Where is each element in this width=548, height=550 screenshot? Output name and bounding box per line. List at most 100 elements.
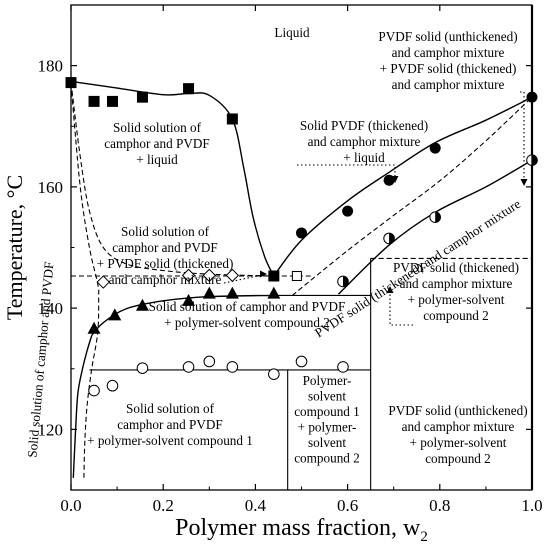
marker-diamond-open-3 (225, 268, 240, 283)
marker-circle-half-0-fill (342, 276, 349, 287)
x-tick-label-1: 0.2 (153, 496, 174, 515)
marker-circle-open-2 (136, 362, 149, 374)
region-label-3-line-2: + liquid (343, 150, 385, 165)
region-label-6-line-3: compound 2 (423, 308, 489, 323)
region-label-8-line-0: Solid solution of camphor and PVDF (149, 299, 346, 314)
x-tick-label-0: 0.0 (60, 496, 81, 515)
region-label-1-line-0: PVDF solid (unthickened) (378, 29, 517, 44)
y-tick-label-0: 120 (38, 420, 64, 439)
region-label-8: Solid solution of camphor and PVDF + poly… (149, 299, 346, 330)
marker-square-open-0 (291, 270, 302, 281)
y-tick-label-3: 180 (38, 57, 64, 76)
marker-square-filled-4 (183, 83, 195, 95)
region-label-10-line-1: solvent (308, 389, 346, 404)
region-label-10: Polymer-solvent compound 1 + polymer-solve… (294, 373, 360, 466)
curve-liquidus-right (273, 96, 533, 277)
region-label-6-line-2: + polymer-solvent (408, 292, 505, 307)
curve-solidus-triangles (91, 294, 274, 336)
axes-layer: 0.0 0.2 0.4 0.6 0.8 1.0 120 140 160 180 (38, 4, 543, 515)
arrow-compound2-region (389, 293, 413, 326)
y-tick-label-1: 140 (38, 299, 64, 318)
marker-circle-filled-1 (342, 205, 354, 217)
marker-square-filled-3 (136, 91, 148, 103)
arrows-layer (223, 91, 528, 326)
region-label-3: Solid PVDF (thickened) and camphor mixtur… (300, 118, 428, 165)
curve-thickened-dashed (291, 96, 533, 296)
marker-square-filled-6 (268, 270, 280, 282)
marker-circle-half-0 (337, 275, 349, 288)
x-axis-title: Polymer mass fraction, w2 (175, 515, 428, 545)
region-label-8-line-1: + polymer-solvent compound 2 (164, 315, 330, 330)
x-tick-label-5: 1.0 (521, 496, 542, 515)
region-label-9-line-0: Solid solution of (126, 401, 215, 416)
region-label-3-line-1: and camphor mixture (308, 134, 421, 149)
arrow-liquid-region-head (391, 176, 399, 183)
marker-circle-open-0 (88, 384, 100, 397)
curve-dashed-left-boundary (70, 83, 100, 478)
region-label-4-line-3: and camphor mixture (109, 272, 222, 287)
markers-layer (65, 77, 538, 397)
region-label-1-line-3: and camphor mixture (392, 77, 505, 92)
annotation-layer: Liquid PVDF solid (unthickened) and campho… (24, 25, 527, 466)
marker-circle-filled-0 (296, 227, 307, 239)
marker-circle-filled-3 (429, 142, 441, 154)
region-label-2-line-1: camphor and PVDF (104, 136, 210, 151)
marker-triangle-filled-3 (182, 293, 196, 306)
marker-triangle-filled-4 (202, 286, 216, 299)
region-label-6: PVDF solid (thickened) and camphor mixtur… (393, 260, 519, 323)
region-label-3-line-0: Solid PVDF (thickened) (300, 118, 428, 133)
marker-circle-half-1-fill (389, 233, 395, 244)
region-label-9-line-2: + polymer-solvent compound 1 (87, 433, 253, 448)
region-label-11-line-1: and camphor mixture (402, 419, 515, 434)
y-tick-label-2: 160 (38, 178, 64, 197)
region-label-4-line-0: Solid solution of (121, 224, 210, 239)
arrow-upper-right-region-head (520, 179, 528, 186)
marker-circle-open-1 (106, 379, 119, 392)
region-label-9-line-1: camphor and PVDF (117, 417, 223, 432)
marker-square-filled-5 (226, 113, 238, 125)
region-label-2-line-2: + liquid (136, 152, 178, 167)
arrow-thickened-region-head (260, 270, 267, 278)
region-label-11-line-2: + polymer-solvent (410, 435, 507, 450)
region-label-4-line-2: + PVDF solid (thickened) (97, 256, 234, 271)
marker-square-filled-2 (106, 95, 118, 107)
arrow-upper-right-region (520, 91, 525, 180)
marker-triangle-filled-6 (267, 286, 281, 299)
region-label-10-line-2: compound 1 (294, 404, 360, 419)
marker-circle-open-3 (182, 361, 195, 373)
x-tick-label-2: 0.4 (245, 496, 267, 515)
marker-diamond-open-2 (202, 268, 217, 283)
x-tick-label-4: 0.8 (429, 496, 450, 515)
region-label-1-line-1: and camphor mixture (392, 45, 505, 60)
marker-circle-open-8 (337, 361, 349, 373)
marker-circle-half-1 (383, 232, 395, 245)
region-label-10-line-3: + polymer- (298, 420, 357, 435)
region-label-0: Liquid (274, 25, 310, 40)
marker-circle-half-2 (429, 211, 441, 223)
arrow-compound2-region-head (386, 286, 394, 293)
region-label-6-line-1: and camphor mixture (400, 276, 513, 291)
marker-triangle-filled-5 (225, 286, 239, 299)
x-axis-title-subscript: 2 (420, 529, 428, 545)
marker-circle-open-4 (203, 355, 216, 368)
region-label-0-line-0: Liquid (274, 25, 310, 40)
marker-circle-open-7 (295, 355, 308, 368)
marker-circle-open-5 (226, 361, 239, 373)
marker-circle-filled-2 (383, 174, 395, 186)
x-axis-title-text: Polymer mass fraction, w (175, 515, 421, 541)
region-label-6-line-0: PVDF solid (thickened) (393, 260, 519, 275)
marker-circle-half-2-fill (435, 211, 441, 223)
marker-square-filled-1 (88, 95, 100, 107)
region-label-11-line-3: compound 2 (425, 451, 491, 466)
arrow-liquid-region (297, 164, 396, 177)
marker-circle-open-6 (268, 368, 280, 381)
region-label-1-line-2: + PVDF solid (thickened) (380, 61, 517, 76)
marker-diamond-open-0 (96, 275, 110, 289)
region-label-1: PVDF solid (unthickened) and camphor mixt… (378, 29, 517, 92)
marker-circle-half-3-fill (532, 154, 538, 166)
region-label-9: Solid solution of camphor and PVDF + polym… (87, 401, 253, 448)
arrow-thickened-region (223, 273, 268, 284)
region-label-11-line-0: PVDF solid (unthickened) (388, 403, 527, 418)
marker-triangle-filled-2 (135, 298, 149, 311)
